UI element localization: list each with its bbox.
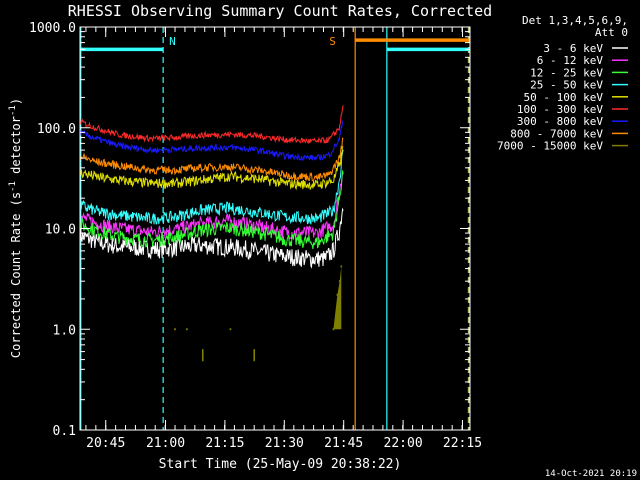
annotation-s: S [329, 35, 336, 48]
y-tick-label: 1.0 [53, 323, 76, 338]
series-point [174, 328, 176, 331]
series-point [332, 328, 335, 331]
legend-label: 25 - 50 keV [530, 79, 603, 92]
axes: 1000.0 100.0 10.0 1.0 0.1 20:45 21:00 21:15 21:3… [29, 21, 482, 451]
legend-label: 12 - 25 keV [530, 66, 603, 79]
plot-frame [79, 26, 471, 431]
legend-label: 50 - 100 keV [524, 91, 604, 104]
y-axis-label: Corrected Count Rate (s-1 detector-1) [8, 98, 23, 358]
series-line-5 [80, 105, 344, 145]
series-line-0 [80, 207, 344, 269]
legend-label: 6 - 12 keV [537, 54, 604, 67]
x-tick-label: 22:15 [443, 436, 482, 451]
y-tick-label: 0.1 [53, 424, 76, 439]
x-tick-label: 21:30 [265, 436, 304, 451]
legend-label: 300 - 800 keV [517, 115, 603, 128]
series-point [229, 328, 232, 331]
y-tick-label: 1000.0 [29, 21, 76, 36]
series-point [201, 349, 204, 362]
chart-title: RHESSI Observing Summary Count Rates, Co… [68, 2, 492, 20]
series-point [336, 293, 339, 296]
series-line-4 [80, 146, 344, 191]
legend-label: 3 - 6 keV [543, 42, 603, 55]
x-tick-label: 22:00 [384, 436, 423, 451]
x-axis-label: Start Time (25-May-09 20:38:22) [159, 457, 402, 472]
x-tick-label: 20:45 [86, 436, 125, 451]
annotation-n: N [169, 35, 176, 48]
y-tick-label: 10.0 [45, 223, 76, 238]
series-line-6 [80, 120, 344, 161]
legend-header: Det 1,3,4,5,6,9, [522, 14, 628, 27]
x-tick-label: 21:45 [324, 436, 363, 451]
series-point [253, 349, 256, 362]
series-point [340, 265, 343, 268]
series-line-2 [80, 170, 344, 250]
legend-label: 800 - 7000 keV [510, 127, 603, 140]
legend-label: 100 - 300 keV [517, 103, 603, 116]
x-tick-label: 21:15 [205, 436, 244, 451]
series-point [186, 328, 188, 331]
x-tick-label: 21:00 [146, 436, 185, 451]
series-rise [333, 266, 342, 330]
series-line-1 [80, 172, 344, 240]
y-tick-label: 100.0 [37, 122, 76, 137]
legend-header: Att 0 [595, 26, 628, 39]
footer-timestamp: 14-Oct-2021 20:19 [545, 469, 637, 479]
series-line-3 [80, 149, 344, 225]
series-line-7 [80, 137, 344, 182]
legend-label: 7000 - 15000 keV [497, 140, 603, 153]
